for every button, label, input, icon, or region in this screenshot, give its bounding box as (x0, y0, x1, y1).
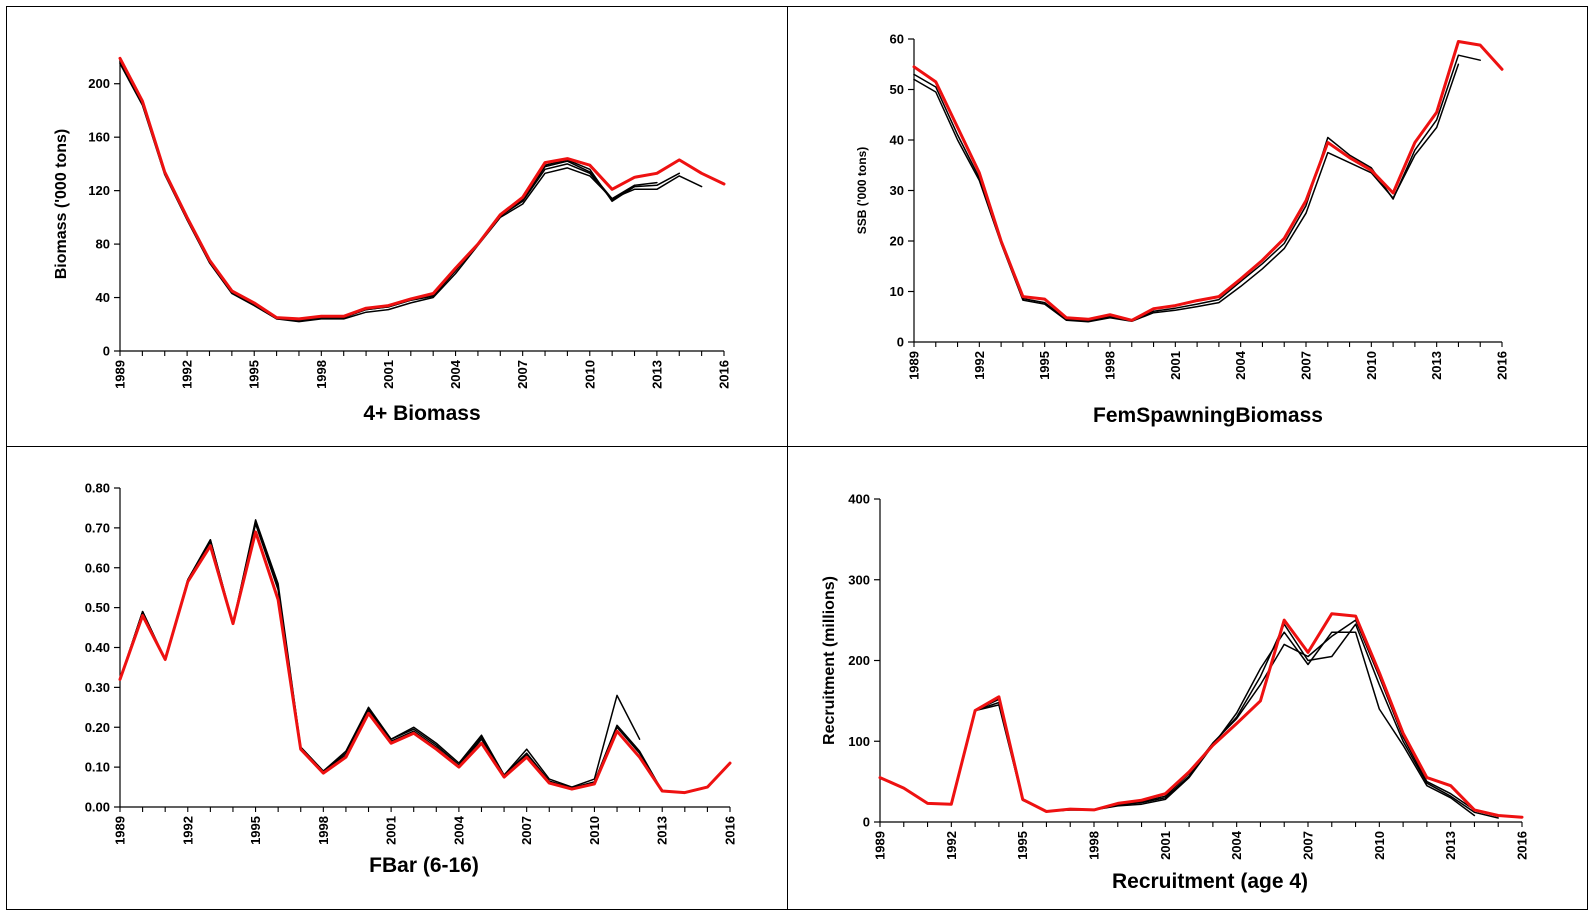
y-tick-label: 30 (890, 183, 904, 198)
x-tick-label: 1992 (180, 360, 195, 389)
y-tick-label: 160 (88, 130, 110, 145)
y-tick-label: 100 (848, 734, 870, 749)
x-tick-label: 2001 (1168, 351, 1183, 380)
y-tick-label: 400 (848, 492, 870, 507)
x-tick-label: 1989 (113, 816, 128, 845)
chart-ssb: 0 10 20 30 40 50 60 1989 1992 1995 1998 2001 2004 200… (855, 32, 1510, 428)
y-tick-label: 0.30 (85, 680, 110, 695)
x-tick-label: 2007 (1299, 351, 1314, 380)
x-tick-label: 1998 (1087, 831, 1102, 860)
series-line-black (119, 60, 636, 320)
series-line-black (119, 60, 658, 322)
x-tick-label: 1989 (907, 351, 922, 380)
x-tick-label: 2010 (1372, 831, 1387, 860)
y-tick-label: 20 (890, 234, 904, 249)
series-line-black (879, 631, 1476, 817)
y-tick-label: 0.20 (85, 720, 110, 735)
x-tick-label: 2016 (723, 816, 738, 845)
y-tick-label: 120 (88, 183, 110, 198)
series-line-black (119, 519, 641, 788)
x-tick-label: 1995 (1037, 351, 1052, 380)
y-tick-label: 0.40 (85, 640, 110, 655)
y-tick-label: 0.80 (85, 481, 110, 496)
chart-title: Recruitment (age 4) (1112, 870, 1308, 893)
x-tick-label: 2004 (1233, 350, 1248, 380)
y-tick-label: 50 (890, 82, 904, 97)
x-tick-label: 2013 (649, 360, 664, 389)
series-line-black (119, 61, 681, 322)
series-line-red (118, 530, 732, 795)
chart-biomass: 0 40 80 120 160 200 1989 1992 1995 1998 2001 2004 20… (53, 56, 732, 425)
y-tick-label: 0.10 (85, 760, 110, 775)
series-line-black (879, 623, 1499, 819)
x-tick-label: 1992 (944, 831, 959, 860)
y-tick-label: 200 (88, 76, 110, 91)
y-tick-label: 60 (890, 32, 904, 47)
panel-divider-vertical (787, 6, 788, 910)
x-tick-label: 2001 (1158, 831, 1173, 860)
chart-title: 4+ Biomass (363, 402, 480, 425)
y-tick-label: 0 (103, 344, 110, 359)
y-axis-title: SSB ('000 tons) (855, 147, 869, 235)
x-tick-label: 2007 (519, 816, 534, 845)
y-axis-title: Biomass ('000 tons) (53, 129, 70, 280)
x-tick-label: 2016 (717, 360, 732, 389)
x-tick-label: 2016 (1495, 351, 1510, 380)
y-tick-label: 300 (848, 572, 870, 587)
y-tick-label: 0.70 (85, 520, 110, 535)
x-tick-label: 1992 (180, 816, 195, 845)
x-tick-label: 2013 (1443, 831, 1458, 860)
x-tick-label: 2004 (1229, 830, 1244, 860)
y-tick-label: 80 (96, 237, 110, 252)
x-tick-label: 1992 (972, 351, 987, 380)
x-tick-label: 2004 (451, 815, 466, 845)
panel-divider-horizontal (6, 446, 1588, 447)
chart-fbar: 0.00 0.10 0.20 0.30 0.40 0.50 0.60 0.70 0.80 1989… (85, 481, 738, 878)
y-tick-label: 40 (96, 290, 110, 305)
x-tick-label: 1998 (1103, 351, 1118, 380)
x-tick-label: 2013 (655, 816, 670, 845)
x-tick-label: 2010 (1364, 351, 1379, 380)
x-tick-label: 2016 (1515, 831, 1530, 860)
chart-title: FBar (6-16) (369, 854, 479, 877)
x-tick-label: 1995 (247, 360, 262, 389)
x-tick-label: 1989 (113, 360, 128, 389)
y-tick-label: 0.60 (85, 560, 110, 575)
y-tick-label: 0.00 (85, 800, 110, 815)
x-tick-label: 2010 (587, 816, 602, 845)
x-tick-label: 2001 (384, 816, 399, 845)
x-tick-label: 1998 (316, 816, 331, 845)
series-line-red (118, 56, 726, 321)
y-tick-label: 0 (863, 815, 870, 830)
x-tick-label: 2010 (582, 360, 597, 389)
x-tick-label: 2007 (1301, 831, 1316, 860)
x-tick-label: 1995 (1015, 831, 1030, 860)
y-tick-label: 40 (890, 133, 904, 148)
series-line-black (913, 63, 1460, 323)
x-tick-label: 1998 (314, 360, 329, 389)
x-tick-label: 2013 (1429, 351, 1444, 380)
y-tick-label: 200 (848, 653, 870, 668)
x-tick-label: 2004 (448, 359, 463, 389)
x-tick-label: 1995 (248, 816, 263, 845)
y-axis-title: Recruitment (millions) (821, 576, 838, 745)
y-tick-label: 0.50 (85, 600, 110, 615)
y-tick-label: 10 (890, 284, 904, 299)
series-line-red (912, 40, 1504, 322)
x-tick-label: 1989 (873, 831, 888, 860)
series-line-black (119, 62, 703, 323)
series-line-black (119, 523, 686, 794)
series-line-red (878, 612, 1524, 819)
chart-recruitment: 0 100 200 300 400 1989 1992 1995 1998 2001 2004 200… (821, 492, 1530, 894)
x-tick-label: 2007 (515, 360, 530, 389)
x-tick-label: 2001 (381, 360, 396, 389)
chart-title: FemSpawningBiomass (1093, 404, 1323, 427)
y-tick-label: 0 (897, 335, 904, 350)
